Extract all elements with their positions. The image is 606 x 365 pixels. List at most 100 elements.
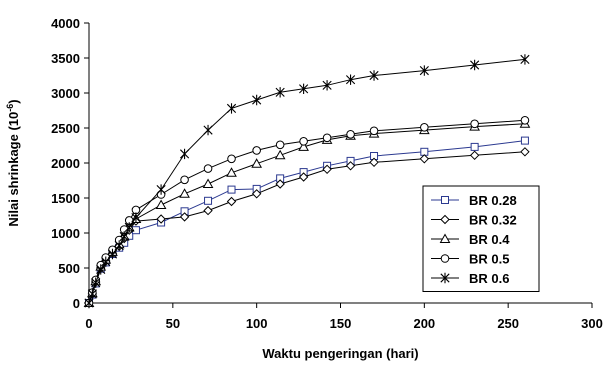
data-point [227, 154, 236, 164]
data-point [202, 178, 214, 188]
y-tick-label: 2500 [51, 121, 80, 136]
data-point [470, 119, 479, 129]
data-point [124, 222, 134, 233]
series-layer [83, 54, 531, 309]
legend-marker [440, 214, 450, 225]
x-tick-label: 50 [166, 316, 180, 331]
data-point [131, 212, 141, 223]
data-point [87, 288, 97, 300]
legend-marker [441, 196, 449, 204]
x-tick-label: 0 [85, 316, 92, 331]
x-tick-label: 100 [246, 316, 268, 331]
data-point [369, 70, 379, 81]
data-point [114, 240, 124, 251]
legend-item: BR 0.5 [431, 252, 509, 267]
data-point [84, 297, 94, 309]
data-point [520, 147, 530, 157]
series-br-0-6 [84, 54, 530, 309]
legend-label: BR 0.5 [469, 252, 509, 267]
y-axis-title: Nilai shrinkage (10-6) [5, 99, 21, 226]
data-point [252, 94, 262, 106]
y-tick-label: 3500 [51, 51, 80, 66]
data-point [520, 54, 530, 65]
data-point [520, 136, 529, 145]
data-point [274, 149, 286, 160]
data-point [226, 167, 237, 177]
data-point [322, 80, 332, 91]
data-point [322, 133, 332, 143]
data-point [107, 248, 118, 260]
y-tick-label: 500 [58, 261, 80, 276]
data-point [420, 123, 429, 132]
data-point [227, 185, 236, 194]
data-point [96, 264, 106, 275]
legend-label: BR 0.32 [469, 213, 517, 228]
data-point [345, 161, 356, 171]
data-point [345, 74, 356, 85]
data-point [179, 148, 190, 160]
data-point [470, 142, 479, 151]
data-point [298, 141, 309, 151]
data-point [156, 214, 166, 224]
data-point [180, 175, 189, 185]
data-point [469, 150, 480, 161]
legend-label: BR 0.6 [469, 271, 509, 286]
data-point [275, 140, 285, 150]
y-tick-label: 2000 [51, 156, 80, 171]
data-point [299, 137, 308, 146]
y-axis-title-exponent: -6 [5, 104, 15, 112]
data-point [419, 65, 429, 76]
data-point [179, 212, 190, 222]
data-point [369, 157, 379, 168]
data-point [299, 83, 309, 94]
data-point [322, 164, 332, 175]
data-point [251, 189, 262, 199]
y-tick-label: 3000 [51, 86, 80, 101]
legend-item: BR 0.6 [431, 271, 509, 286]
data-point [298, 172, 309, 182]
data-point [203, 205, 213, 216]
x-tick-label: 250 [497, 316, 519, 331]
data-point [179, 188, 190, 198]
legend-label: BR 0.4 [469, 232, 510, 247]
legend-item: BR 0.4 [431, 232, 510, 247]
data-point [275, 87, 285, 98]
x-tick-label: 200 [413, 316, 435, 331]
data-point [91, 277, 101, 288]
y-tick-label: 1500 [51, 191, 80, 206]
data-point [419, 154, 430, 164]
legend-marker [439, 233, 451, 243]
data-point [520, 116, 530, 125]
y-tick-label: 0 [73, 296, 80, 311]
legend-item: BR 0.32 [431, 213, 517, 228]
data-point [203, 124, 213, 136]
y-axis-title-tail: ) [6, 99, 21, 103]
y-tick-label: 4000 [51, 16, 80, 31]
data-point [251, 158, 263, 168]
x-axis-title: Waktu pengeringan (hari) [262, 346, 418, 361]
data-point [226, 103, 237, 114]
data-point [204, 196, 213, 205]
legend-label: BR 0.28 [469, 193, 517, 208]
legend-item: BR 0.28 [431, 193, 517, 208]
y-tick-label: 1000 [51, 226, 80, 241]
y-axis-title-base: Nilai shrinkage (10 [6, 112, 21, 227]
legend: BR 0.28 BR 0.32 BR 0.4 BR 0.5 BR 0.6 [422, 185, 540, 292]
data-point [203, 164, 213, 173]
data-point [155, 199, 167, 209]
data-point [470, 59, 480, 71]
axes: 0 500 1000 1500 2000 2500 3000 3500 4000 0 50 100 15… [51, 16, 603, 331]
legend-marker [440, 254, 450, 263]
data-point [346, 130, 355, 139]
data-point [369, 126, 379, 136]
x-tick-label: 300 [581, 316, 603, 331]
legend-marker [440, 272, 450, 284]
data-point [119, 231, 129, 242]
data-point [156, 184, 166, 195]
x-tick-label: 150 [330, 316, 352, 331]
data-point [252, 146, 261, 155]
data-point [226, 196, 237, 207]
data-point [101, 256, 111, 267]
data-point [275, 179, 285, 189]
